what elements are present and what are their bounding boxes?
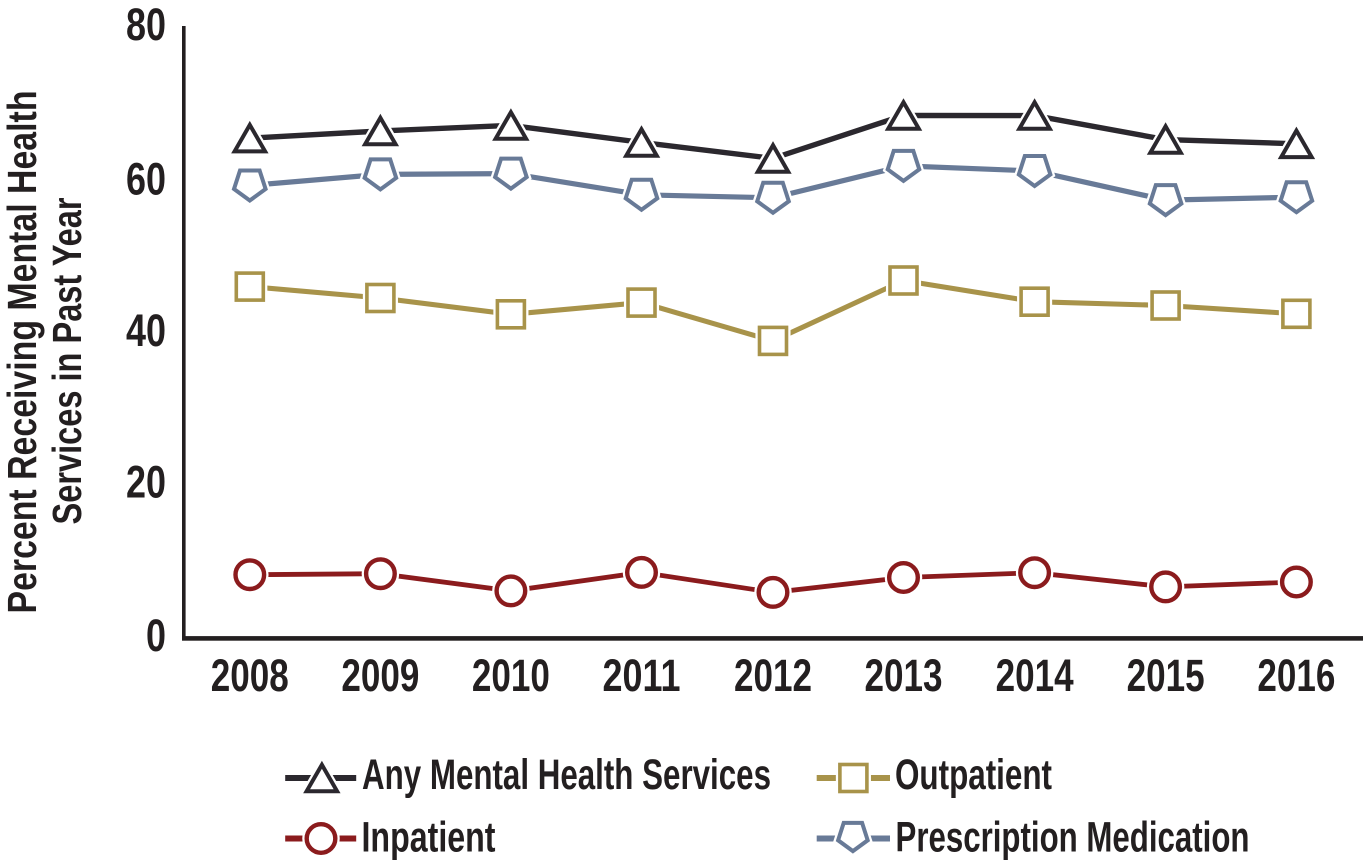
svg-text:Services in Past Year: Services in Past Year: [44, 197, 90, 524]
svg-text:80: 80: [126, 0, 166, 50]
svg-text:2014: 2014: [996, 650, 1074, 701]
svg-text:Inpatient: Inpatient: [362, 814, 496, 860]
svg-text:Percent Receiving Mental Healt: Percent Receiving Mental Health: [0, 91, 45, 614]
svg-text:2011: 2011: [603, 650, 681, 701]
svg-text:Prescription Medication: Prescription Medication: [896, 814, 1250, 860]
svg-text:60: 60: [126, 154, 166, 205]
svg-text:2010: 2010: [472, 650, 550, 701]
svg-text:Any Mental Health Services: Any Mental Health Services: [362, 751, 771, 799]
svg-text:2008: 2008: [211, 650, 289, 701]
svg-text:20: 20: [126, 457, 166, 508]
svg-text:0: 0: [146, 610, 166, 661]
svg-text:40: 40: [126, 305, 166, 356]
svg-text:2016: 2016: [1257, 650, 1335, 701]
svg-text:2012: 2012: [734, 650, 812, 701]
svg-text:2009: 2009: [341, 650, 419, 701]
svg-text:2015: 2015: [1127, 650, 1205, 701]
svg-text:Outpatient: Outpatient: [895, 751, 1052, 799]
svg-text:2013: 2013: [865, 650, 943, 701]
